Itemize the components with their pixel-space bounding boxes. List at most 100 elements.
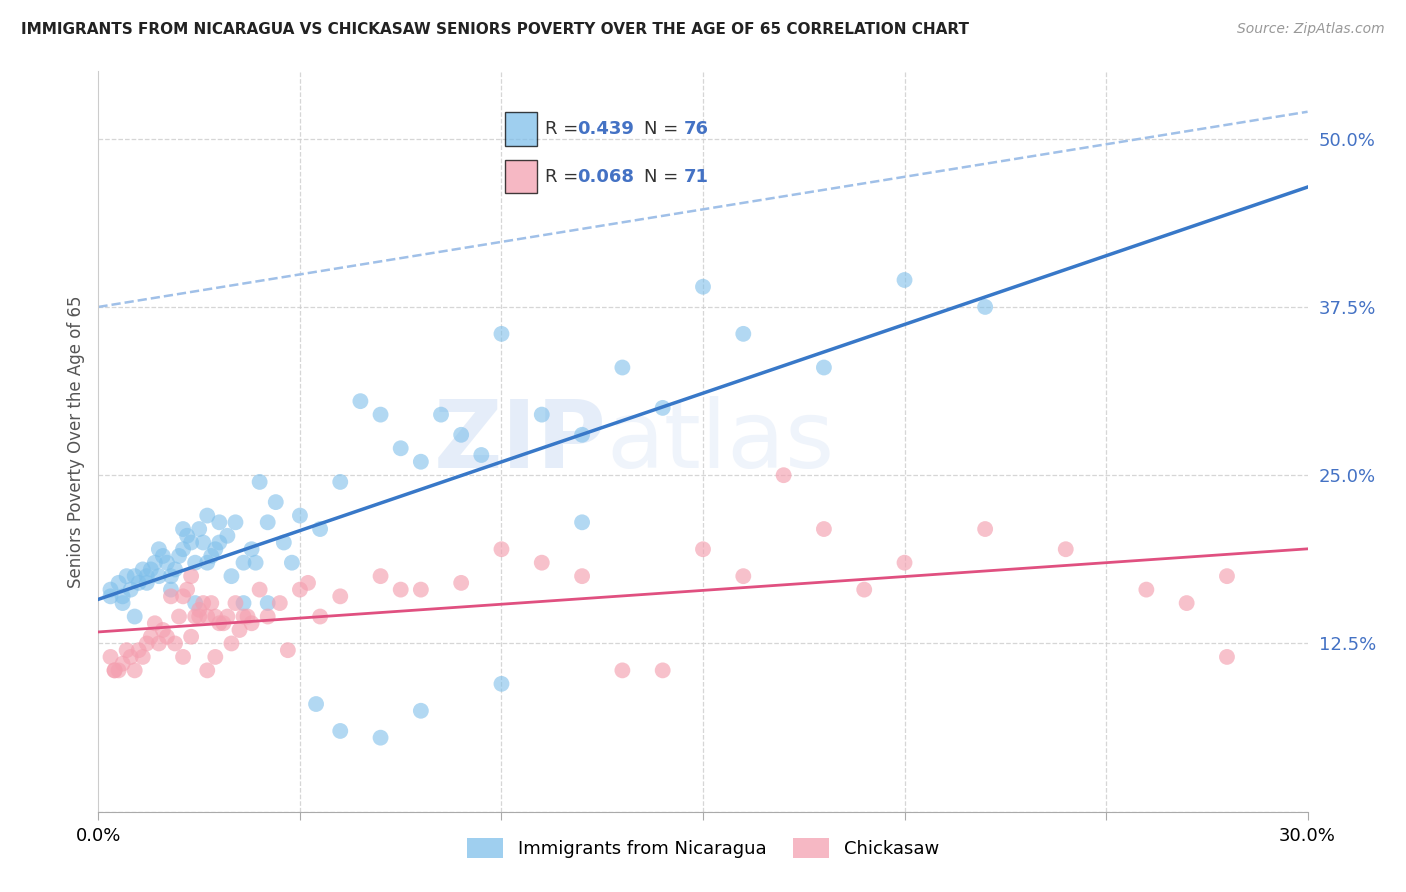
Point: [195, 508, 218, 523]
Point: [193, 535, 215, 549]
Point: [163, 562, 186, 576]
Point: [571, 516, 593, 530]
Point: [853, 582, 876, 597]
Point: [612, 664, 634, 678]
Point: [228, 623, 250, 637]
Point: [184, 609, 207, 624]
Text: Source: ZipAtlas.com: Source: ZipAtlas.com: [1237, 22, 1385, 37]
Point: [103, 664, 125, 678]
Point: [212, 616, 235, 631]
Point: [107, 664, 129, 678]
Point: [195, 609, 218, 624]
Point: [240, 616, 263, 631]
Point: [152, 549, 174, 563]
Point: [249, 475, 271, 489]
Point: [530, 408, 553, 422]
Point: [370, 731, 392, 745]
Point: [389, 582, 412, 597]
Point: [813, 522, 835, 536]
Point: [974, 300, 997, 314]
Point: [450, 575, 472, 590]
Point: [193, 596, 215, 610]
Point: [195, 556, 218, 570]
Point: [288, 582, 311, 597]
Point: [139, 630, 162, 644]
Point: [111, 657, 134, 671]
Point: [264, 495, 287, 509]
Point: [249, 582, 271, 597]
Point: [329, 475, 352, 489]
Point: [733, 326, 755, 341]
Point: [103, 664, 125, 678]
Point: [200, 549, 222, 563]
Point: [208, 535, 231, 549]
Point: [1054, 542, 1077, 557]
Point: [152, 623, 174, 637]
Point: [733, 569, 755, 583]
Text: IMMIGRANTS FROM NICARAGUA VS CHICKASAW SENIORS POVERTY OVER THE AGE OF 65 CORREL: IMMIGRANTS FROM NICARAGUA VS CHICKASAW S…: [21, 22, 969, 37]
Point: [692, 542, 714, 557]
Point: [221, 569, 243, 583]
Point: [893, 556, 915, 570]
Point: [167, 549, 190, 563]
Text: ZIP: ZIP: [433, 395, 606, 488]
Point: [115, 569, 138, 583]
Point: [160, 582, 183, 597]
Point: [200, 596, 222, 610]
Point: [349, 394, 371, 409]
Point: [115, 643, 138, 657]
Point: [256, 596, 278, 610]
Point: [204, 649, 226, 664]
Point: [180, 535, 202, 549]
Point: [148, 569, 170, 583]
Point: [612, 360, 634, 375]
Point: [240, 542, 263, 557]
Point: [100, 590, 122, 604]
Point: [221, 636, 243, 650]
Point: [135, 636, 157, 650]
Point: [172, 649, 194, 664]
Point: [217, 529, 239, 543]
Point: [329, 590, 352, 604]
Point: [256, 516, 278, 530]
Point: [232, 596, 254, 610]
Point: [107, 575, 129, 590]
Point: [148, 636, 170, 650]
Point: [100, 582, 122, 597]
Point: [1216, 569, 1239, 583]
Point: [288, 508, 311, 523]
Point: [491, 677, 513, 691]
Point: [309, 609, 332, 624]
Point: [132, 649, 155, 664]
Point: [188, 603, 211, 617]
Point: [135, 569, 157, 583]
Point: [297, 575, 319, 590]
Point: [370, 408, 392, 422]
Point: [156, 556, 179, 570]
Point: [224, 516, 246, 530]
Point: [180, 569, 202, 583]
Point: [172, 522, 194, 536]
Point: [232, 556, 254, 570]
Point: [236, 609, 259, 624]
Point: [224, 596, 246, 610]
Point: [1175, 596, 1198, 610]
Point: [269, 596, 291, 610]
Point: [124, 609, 146, 624]
Point: [571, 427, 593, 442]
Point: [124, 664, 146, 678]
Point: [184, 596, 207, 610]
Point: [100, 649, 122, 664]
Point: [160, 590, 183, 604]
Point: [208, 516, 231, 530]
Point: [167, 609, 190, 624]
Point: [305, 697, 328, 711]
Legend: Immigrants from Nicaragua, Chickasaw: Immigrants from Nicaragua, Chickasaw: [460, 830, 946, 865]
Point: [132, 562, 155, 576]
Point: [370, 569, 392, 583]
Point: [450, 427, 472, 442]
Point: [491, 542, 513, 557]
Point: [176, 582, 198, 597]
Point: [491, 326, 513, 341]
Point: [1216, 649, 1239, 664]
